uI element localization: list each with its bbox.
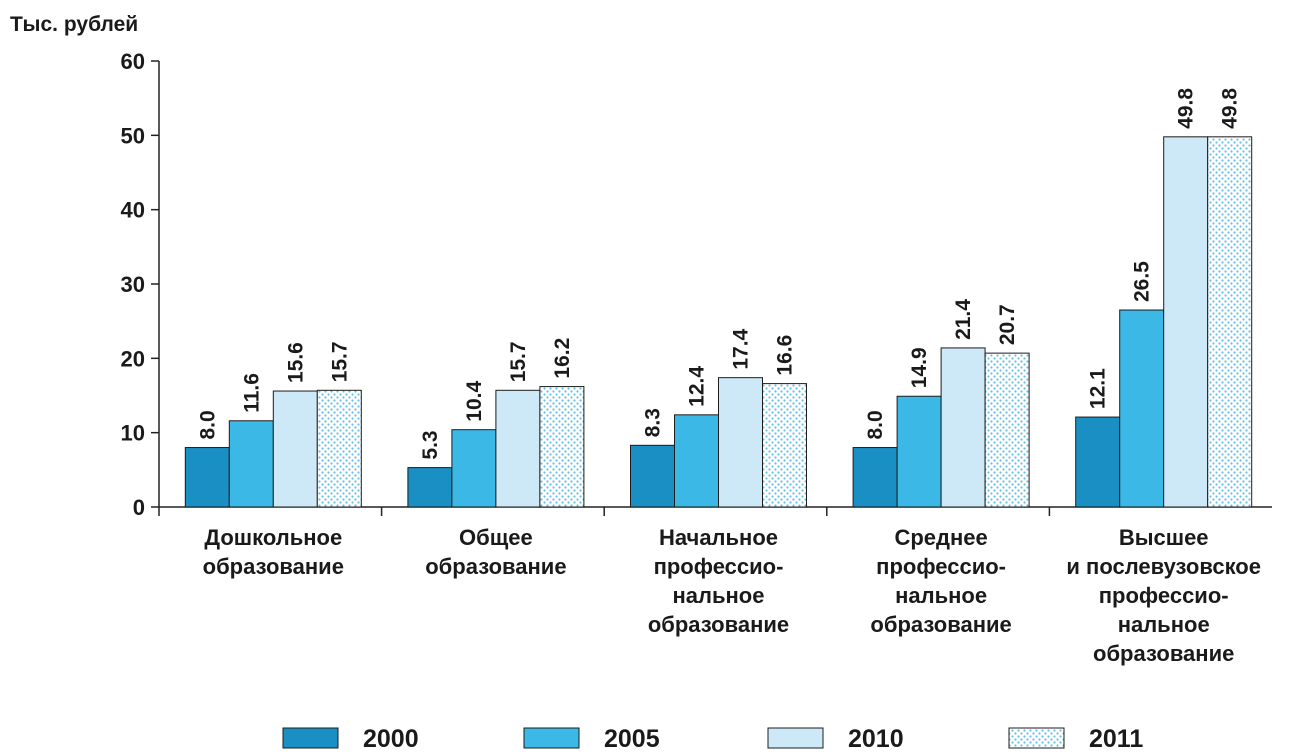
bar-value-label: 20.7 — [996, 304, 1019, 345]
bar-value-label: 14.9 — [908, 347, 931, 388]
legend: 2000 2005 2010 2011 — [282, 725, 1143, 753]
y-tick-label: 40 — [121, 198, 145, 223]
bar-value-label: 15.7 — [328, 341, 351, 382]
bar-value-label: 21.4 — [952, 299, 975, 340]
category-label: Общее образование — [425, 525, 566, 579]
legend-label: 2005 — [604, 725, 660, 753]
y-tick-label: 30 — [121, 272, 145, 297]
bar-value-label: 11.6 — [240, 373, 263, 413]
y-tick-label: 60 — [121, 49, 145, 74]
y-tick-label: 10 — [121, 421, 145, 446]
bar-2011 — [984, 352, 1030, 508]
bar-value-label: 12.4 — [686, 366, 709, 407]
bar-2010 — [940, 347, 986, 508]
bars: 8.0 11.6 15.6 15.7 5.3 10.4 15.7 16.2 8.3 12.4 17.… — [184, 88, 1253, 508]
bar-2011 — [539, 386, 585, 508]
bar-value-label: 12.1 — [1087, 368, 1110, 409]
bar-value-label: 8.0 — [864, 410, 887, 439]
legend-swatch-2000 — [282, 727, 339, 749]
bar-2005 — [451, 429, 497, 508]
category-label: Дошкольное образование — [203, 525, 344, 579]
legend-swatch-2011 — [1008, 727, 1065, 749]
bar-value-label: 8.3 — [642, 408, 665, 437]
bar-2011 — [1207, 136, 1253, 508]
y-tick-label: 20 — [121, 346, 145, 371]
legend-label: 2011 — [1089, 725, 1143, 753]
bar-2010 — [718, 377, 763, 508]
y-tick-label: 50 — [121, 123, 145, 148]
bar-value-label: 17.4 — [730, 328, 753, 369]
bar-2005 — [1119, 309, 1165, 508]
y-tick-label: 0 — [133, 495, 145, 520]
bar-value-label: 26.5 — [1131, 261, 1154, 302]
bar-2000 — [1075, 416, 1121, 508]
bar-2000 — [407, 467, 453, 508]
bar-2005 — [674, 414, 719, 508]
bar-2005 — [896, 395, 942, 508]
bar-value-label: 5.3 — [419, 430, 442, 459]
bar-2010 — [495, 389, 541, 508]
category-label: Высшее и послевузовское профессио-нальное о… — [1066, 525, 1261, 666]
bar-value-label: 49.8 — [1175, 88, 1198, 129]
bar-2000 — [630, 444, 675, 508]
y-axis-label: Тыс. рублей — [10, 13, 138, 36]
bar-value-label: 49.8 — [1219, 88, 1242, 129]
bar-value-label: 16.6 — [774, 335, 797, 376]
bar-2010 — [272, 390, 318, 508]
bar-2000 — [852, 447, 898, 508]
bar-value-label: 16.2 — [551, 338, 574, 379]
bar-2005 — [228, 420, 274, 508]
bar-value-label: 15.6 — [284, 342, 307, 383]
bar-2010 — [1163, 136, 1209, 508]
bar-2000 — [184, 447, 230, 508]
category-labels: Дошкольное образование Общее образование Нач… — [203, 525, 1261, 666]
bar-value-label: 10.4 — [463, 381, 486, 422]
bar-value-label: 8.0 — [196, 410, 219, 439]
legend-label: 2000 — [363, 725, 419, 753]
category-label: Среднее профессио-нальное образование — [870, 525, 1011, 637]
legend-label: 2010 — [848, 725, 904, 753]
bar-value-label: 15.7 — [507, 341, 530, 382]
legend-swatch-2005 — [523, 727, 580, 749]
category-label: Начальное профессио-нальное образование — [648, 525, 789, 637]
legend-swatch-2010 — [767, 727, 824, 749]
bar-2011 — [762, 383, 807, 508]
bar-2011 — [316, 389, 362, 508]
